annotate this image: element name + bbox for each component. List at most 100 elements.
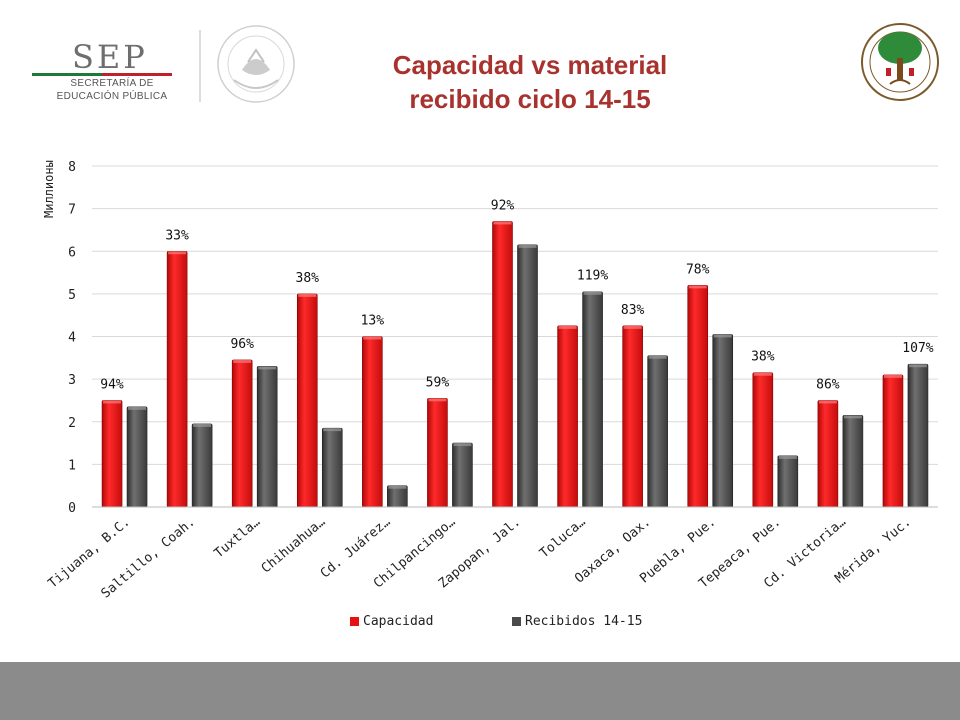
bar-highlight [103,400,122,404]
sep-wordmark: SEP [72,38,148,76]
bar-highlight [258,366,277,370]
legend-swatch-recibidos [512,617,521,626]
y-tick-label: 4 [68,331,76,346]
bar-recibidos [842,415,864,508]
bar-capacidad [362,336,383,508]
data-label-percent: 96% [230,337,254,352]
bar-capacidad [101,400,123,508]
header: SEP SECRETARÍA DE EDUCACIÓN PÚBLICA Capa… [0,0,960,125]
bar-recibidos [647,355,668,508]
legend-item-recibidos: Recibidos 14-15 [512,614,642,629]
chart-title: Capacidad vs material recibido ciclo 14-… [330,48,730,116]
y-tick-label: 2 [68,416,76,431]
legend-label-recibidos: Recibidos 14-15 [525,614,643,629]
sep-color-line [32,73,172,76]
y-tick-label: 5 [68,288,76,303]
bar-highlight [298,293,317,297]
bar-recibidos [452,442,473,508]
bar-highlight [778,455,797,459]
bar-recibidos [777,455,799,508]
data-label-percent: 92% [491,198,515,213]
data-labels: 94% 33% 96% 38% 13% 59% 92% 119% 83% 78% 38% 86% 107… [100,198,933,392]
bar-highlight [168,251,187,255]
x-tick-label: Tuxtla… [212,514,264,561]
bar-capacidad [492,221,513,508]
bar-highlight [193,423,212,427]
y-tick-label: 1 [68,458,76,473]
bar-capacidad [557,325,578,508]
bar-capacidad [427,398,448,508]
bar-highlight [713,334,732,338]
sep-subtitle-1: SECRETARÍA DE [70,78,154,89]
bar-recibidos [907,363,929,508]
bar-highlight [363,336,382,340]
bar-recibidos [191,423,213,508]
data-label-percent: 119% [577,269,608,284]
bar-highlight [453,443,472,447]
bar-recibidos [582,291,603,508]
gridlines [92,165,938,508]
bar-highlight [753,372,772,376]
data-label-percent: 94% [100,377,124,392]
bar-capacidad [231,359,253,508]
y-tick-label: 7 [68,203,76,218]
bar-recibidos [712,334,734,508]
bar-highlight [323,428,342,432]
legend-swatch-capacidad [350,617,359,626]
bar-capacidad [622,325,643,508]
bar-highlight [843,415,862,419]
bar-highlight [128,406,147,410]
bar-recibidos [256,366,278,508]
y-axis-label: Миллионы [42,160,56,218]
bar-recibidos [126,406,148,508]
bar-highlight [493,221,512,225]
data-label-percent: 33% [165,228,189,243]
bar-highlight [883,374,902,378]
y-tick-label: 8 [68,160,76,175]
footer-band [0,662,960,720]
bar-highlight [688,285,707,289]
y-tick-label: 3 [68,373,76,388]
x-tick-label: Chihuahua… [259,514,329,576]
bars [101,221,929,508]
bar-capacidad [882,374,904,508]
bar-highlight [908,364,927,368]
sep-logo-graphic [20,20,298,108]
bar-highlight [648,355,667,359]
bar-highlight [623,325,642,329]
legend-label-capacidad: Capacidad [363,614,434,629]
data-label-percent: 78% [686,262,710,277]
data-label-percent: 59% [426,375,450,390]
bar-capacidad [817,400,839,508]
bar-highlight [583,291,602,295]
data-label-percent: 83% [621,303,645,318]
bar-capacidad [687,285,709,508]
title-line-2: recibido ciclo 14-15 [409,84,651,114]
legend-item-capacidad: Capacidad [350,614,433,629]
bar-recibidos [387,485,408,508]
bar-highlight [388,485,407,489]
tree-icon [861,23,939,101]
bar-highlight [558,325,577,329]
title-line-1: Capacidad vs material [392,50,668,80]
data-label-percent: 86% [816,377,840,392]
bar-capacidad [166,250,188,508]
data-label-percent: 38% [751,350,775,365]
seal-icon [217,25,295,103]
data-label-percent: 107% [902,341,933,356]
bar-highlight [428,398,447,402]
bar-recibidos [517,244,538,508]
y-tick-label: 6 [68,245,76,260]
bar-recibidos [321,427,343,508]
bar-capacidad [752,372,774,508]
data-label-percent: 13% [361,314,385,329]
conaliteg-logo [860,18,940,108]
bar-highlight [518,244,537,248]
sep-logo: SEP SECRETARÍA DE EDUCACIÓN PÚBLICA [20,20,298,108]
x-tick-label: Toluca… [537,514,589,561]
bar-capacidad [296,293,318,508]
data-label-percent: 38% [296,271,320,286]
sep-subtitle-2: EDUCACIÓN PÚBLICA [56,91,168,102]
y-tick-label: 0 [68,501,76,516]
